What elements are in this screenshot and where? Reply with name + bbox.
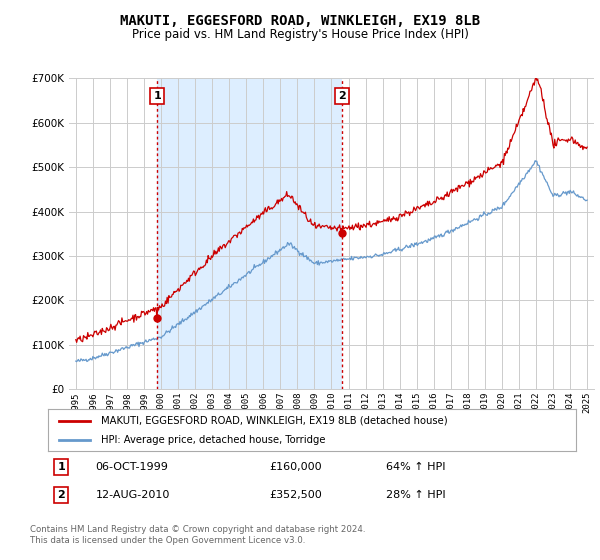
Text: 2: 2 — [338, 91, 346, 101]
Text: HPI: Average price, detached house, Torridge: HPI: Average price, detached house, Torr… — [101, 435, 325, 445]
Text: 1: 1 — [153, 91, 161, 101]
Text: Contains HM Land Registry data © Crown copyright and database right 2024.
This d: Contains HM Land Registry data © Crown c… — [30, 525, 365, 545]
Text: 06-OCT-1999: 06-OCT-1999 — [95, 462, 169, 472]
Text: 1: 1 — [58, 462, 65, 472]
Bar — [157, 78, 342, 389]
Text: 12-AUG-2010: 12-AUG-2010 — [95, 490, 170, 500]
Text: 28% ↑ HPI: 28% ↑ HPI — [386, 490, 446, 500]
Text: 2: 2 — [58, 490, 65, 500]
Text: £160,000: £160,000 — [270, 462, 322, 472]
Text: £352,500: £352,500 — [270, 490, 323, 500]
Text: MAKUTI, EGGESFORD ROAD, WINKLEIGH, EX19 8LB (detached house): MAKUTI, EGGESFORD ROAD, WINKLEIGH, EX19 … — [101, 416, 448, 426]
Text: MAKUTI, EGGESFORD ROAD, WINKLEIGH, EX19 8LB: MAKUTI, EGGESFORD ROAD, WINKLEIGH, EX19 … — [120, 14, 480, 28]
Text: 64% ↑ HPI: 64% ↑ HPI — [386, 462, 445, 472]
Text: Price paid vs. HM Land Registry's House Price Index (HPI): Price paid vs. HM Land Registry's House … — [131, 28, 469, 41]
